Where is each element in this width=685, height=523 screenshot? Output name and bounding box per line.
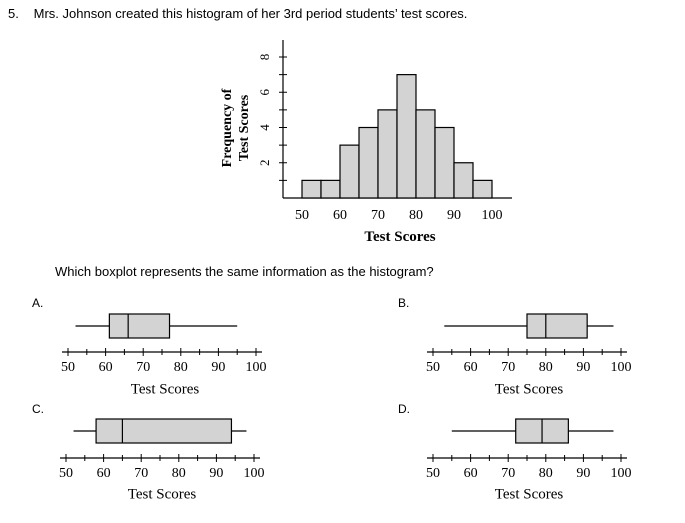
histogram-y-axis-label-line2: Test Scores [237,94,252,161]
question-text: Mrs. Johnson created this histogram of h… [33,6,468,21]
boxplot-tick-label: 90 [576,466,590,481]
histogram-bar [377,109,398,199]
boxplot-tick-label: 60 [97,466,111,481]
boxplot-tick-label: 90 [576,360,590,375]
option-d-letter: D. [398,402,410,416]
option-c-letter: C. [32,402,44,416]
histogram-x-tick-label: 90 [447,208,461,223]
histogram-bar [320,179,341,199]
question-prompt: Which boxplot represents the same inform… [55,264,434,279]
boxplot-tick-label: 70 [136,360,150,375]
boxplot-tick-label: 50 [61,360,75,375]
boxplot-tick-label: 90 [211,360,225,375]
option-b-letter: B. [398,296,410,310]
boxplot-axis-label: Test Scores [495,486,564,502]
boxplot-tick-label: 80 [539,466,553,481]
histogram-bar [301,179,322,199]
histogram-bar [339,144,360,199]
boxplot-tick-label: 80 [539,360,553,375]
boxplot-tick-label: 60 [464,360,478,375]
boxplot-tick-label: 90 [209,466,223,481]
boxplot-axis-label: Test Scores [131,381,200,397]
boxplot-axis-label: Test Scores [128,486,197,502]
histogram-x-tick-label: 80 [409,208,423,223]
boxplot-tick-label: 60 [464,466,478,481]
histogram-y-axis-label-line1: Frequency of [220,88,235,167]
boxplot-tick-label: 70 [134,466,148,481]
boxplot-tick-label: 100 [611,466,632,481]
boxplot-box [526,313,588,339]
question-number: 5. [8,6,19,21]
histogram-x-tick-label: 70 [371,208,385,223]
boxplot-box [95,418,233,444]
histogram-bar [358,126,379,199]
histogram-x-tick-label: 100 [482,208,503,223]
boxplot-tick-label: 60 [99,360,113,375]
boxplot-tick-label: 80 [174,360,188,375]
histogram-bar [472,179,493,199]
option-a-letter: A. [32,296,44,310]
boxplot-tick-label: 80 [172,466,186,481]
boxplot-axis-label: Test Scores [495,381,564,397]
boxplot-tick-label: 100 [611,360,632,375]
histogram-x-tick-label: 60 [333,208,347,223]
histogram-bar [453,162,474,199]
histogram-bar [434,126,455,199]
boxplot-tick-label: 100 [246,360,267,375]
boxplot-tick-label: 50 [426,360,440,375]
histogram-x-axis-label: Test Scores [364,229,435,245]
histogram-y-tick-label: 8 [257,54,272,61]
histogram-y-tick-label: 6 [257,89,272,96]
histogram-y-tick-label: 4 [257,124,272,131]
boxplot-tick-label: 100 [244,466,265,481]
boxplot-tick-label: 50 [426,466,440,481]
boxplot-tick-label: 70 [501,466,515,481]
question-header: 5. Mrs. Johnson created this histogram o… [8,6,467,21]
boxplot-box [108,313,171,339]
histogram-bar [415,109,436,199]
histogram-y-tick-label: 2 [257,160,272,167]
histogram-x-tick-label: 50 [295,208,309,223]
boxplot-tick-label: 70 [501,360,515,375]
boxplot-tick-label: 50 [59,466,73,481]
histogram-bar [396,74,417,199]
